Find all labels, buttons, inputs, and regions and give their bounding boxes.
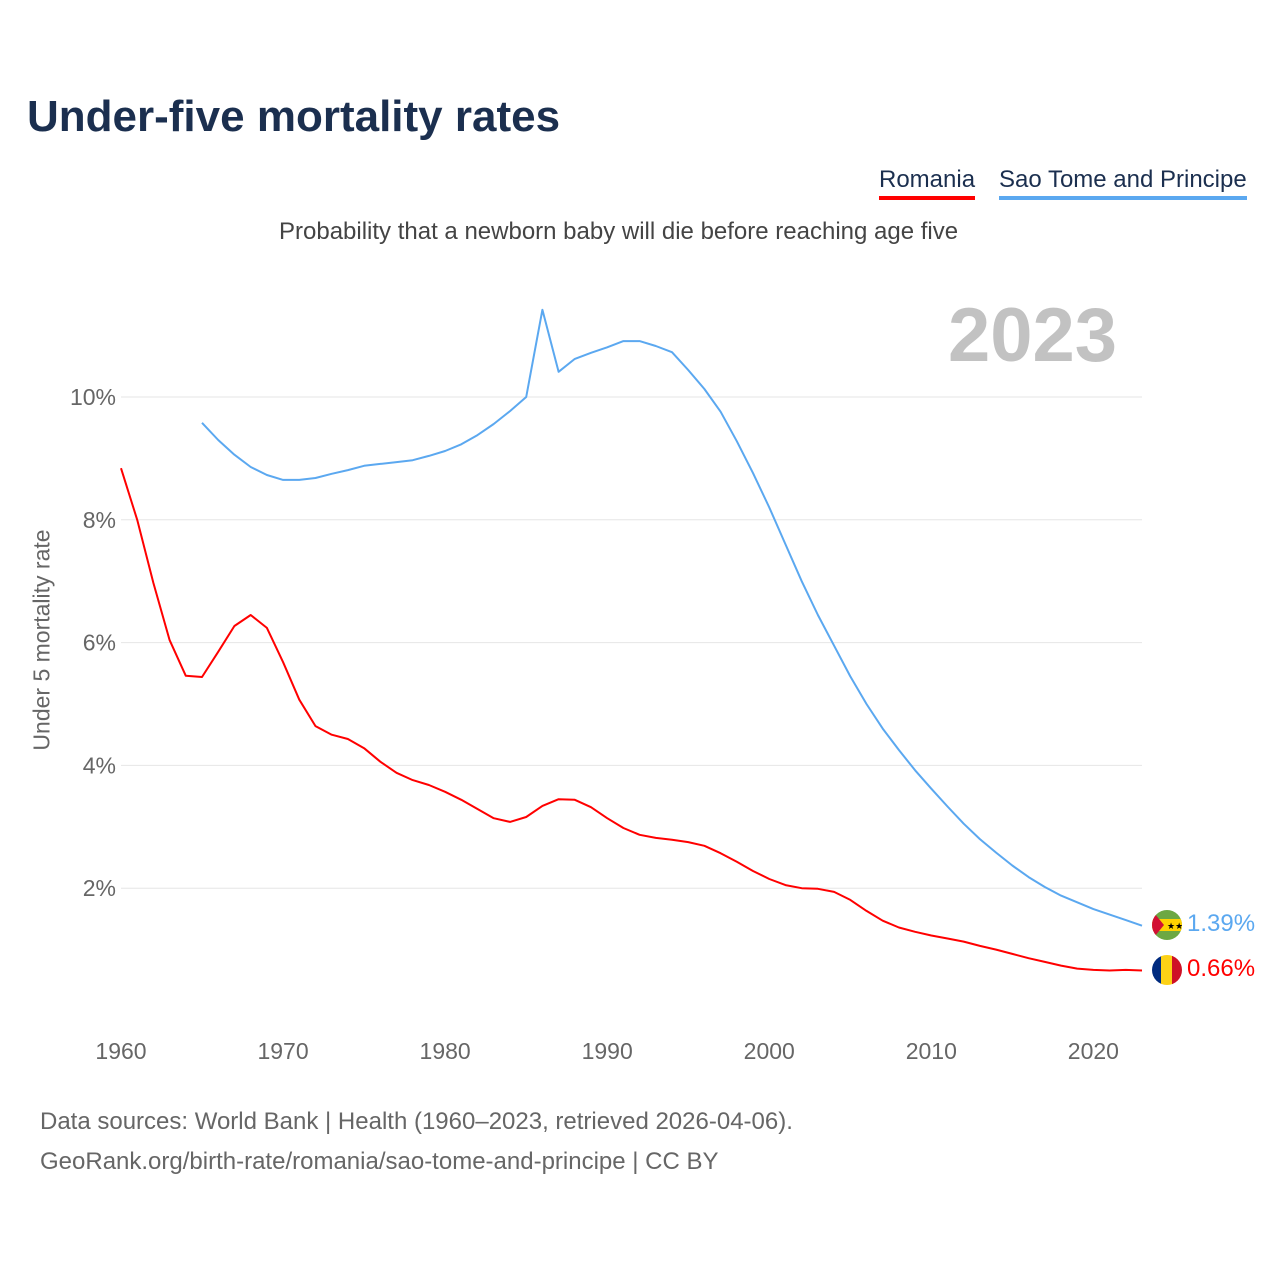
year-label: 2023 xyxy=(948,293,1118,378)
x-ticks: 1960 1970 1980 1990 2000 2010 2020 xyxy=(95,1038,1119,1064)
x-tick-label: 2000 xyxy=(744,1038,795,1064)
footer-sources: Data sources: World Bank | Health (1960–… xyxy=(40,1108,793,1135)
legend-romania[interactable]: Romania xyxy=(879,166,976,200)
flags: ★★ xyxy=(1152,910,1183,985)
y-tick-label: 8% xyxy=(83,507,116,533)
y-tick-label: 10% xyxy=(70,384,116,410)
chart-title: Under-five mortality rates xyxy=(27,92,561,141)
x-tick-label: 2010 xyxy=(906,1038,957,1064)
y-tick-label: 4% xyxy=(83,752,116,778)
y-tick-label: 2% xyxy=(83,875,116,901)
x-tick-label: 1960 xyxy=(95,1038,146,1064)
x-tick-label: 1990 xyxy=(582,1038,633,1064)
y-tick-label: 6% xyxy=(83,630,116,656)
series-line-romania xyxy=(120,467,1143,972)
series-line-sao-tome-and-principe xyxy=(201,308,1143,927)
end-label-sao-tome: 1.39% xyxy=(1187,910,1255,937)
legend-sao-tome[interactable]: Sao Tome and Principe xyxy=(999,166,1247,200)
y-ticks: 2% 4% 6% 8% 10% xyxy=(70,384,116,901)
romania-flag-icon xyxy=(1152,955,1182,985)
series-lines xyxy=(120,308,1143,972)
subtitle-text: Probability that a newborn baby will die… xyxy=(279,218,959,245)
x-tick-label: 1970 xyxy=(257,1038,308,1064)
svg-text:★★: ★★ xyxy=(1167,921,1183,931)
sao-tome-flag-icon: ★★ xyxy=(1152,910,1183,940)
end-label-romania: 0.66% xyxy=(1187,955,1255,982)
gridlines xyxy=(121,396,1142,889)
x-tick-label: 1980 xyxy=(420,1038,471,1064)
footer-link[interactable]: GeoRank.org/birth-rate/romania/sao-tome-… xyxy=(40,1148,719,1175)
x-tick-label: 2020 xyxy=(1068,1038,1119,1064)
